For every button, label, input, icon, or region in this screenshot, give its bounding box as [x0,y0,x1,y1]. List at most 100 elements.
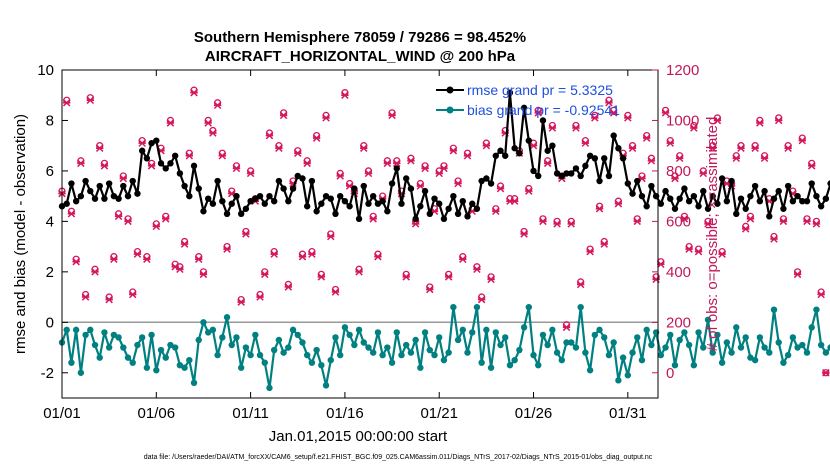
rmse-point [308,177,316,185]
bias-point [747,354,754,361]
obs-assimilated-point [402,273,410,281]
x-tick-label: 01/26 [515,405,553,422]
bias-point [728,349,735,356]
obs-assimilated-point [232,164,241,173]
bias-point [228,341,235,349]
legend: rmse grand pr = 5.3325 bias grand pr = -… [436,82,620,118]
bias-point [384,344,391,351]
bias-point [454,336,462,344]
bias-point [421,329,429,336]
rmse-point [138,147,146,154]
obs-assimilated-point [91,268,99,276]
bias-point [553,349,561,356]
bias-point [143,364,151,371]
rmse-point [157,160,165,167]
obs-assimilated-point [360,144,368,152]
y-right-tick-label: 200 [666,314,691,331]
obs-assimilated-point [298,252,307,261]
rmse-point [718,175,726,182]
rmse-point [624,180,632,187]
obs-assimilated-point [595,205,604,213]
obs-assimilated-point [548,124,557,132]
obs-assimilated-point [195,255,203,263]
bias-point [200,319,207,326]
obs-assimilated-point [444,273,453,281]
bias-point [799,341,806,349]
rmse-point [751,182,759,190]
obs-assimilated-point [454,179,462,188]
bias-point [374,329,382,336]
obs-assimilated-point [784,144,792,152]
legend-rmse-marker [446,86,454,94]
rmse-point [747,192,754,200]
rmse-point [723,198,731,205]
bias-point [237,364,245,371]
obs-assimilated-point [209,129,217,137]
bias-point [63,326,70,334]
bias-point [115,334,122,341]
bias-point [681,329,688,336]
obs-assimilated-point [534,109,542,117]
bias-point [775,339,782,346]
x-tick-label: 01/01 [43,405,81,422]
rmse-point [695,203,702,210]
bias-point [657,351,665,359]
obs-assimilated-point [553,220,561,228]
bias-point [308,359,316,366]
obs-assimilated-point [492,207,500,216]
bias-point [549,326,556,334]
bias-point [629,349,636,356]
rmse-point [487,180,495,187]
obs-assimilated-point [279,111,288,120]
obs-assimilated-point [699,169,707,178]
bias-point [82,331,89,339]
rmse-point [129,177,136,185]
obs-assimilated-point [690,124,698,132]
obs-assimilated-point [539,217,547,226]
rmse-point [143,155,151,162]
x-axis-label: Jan.01,2015 00:00:00 start [269,428,448,445]
rmse-point [756,198,764,205]
bias-point [539,331,547,339]
obs-assimilated-point [388,111,396,120]
y-left-tick-label: 10 [37,62,54,79]
bias-point [124,354,132,361]
bias-point [346,331,353,339]
bias-point [572,344,580,351]
bias-point [393,329,400,336]
obs-assimilated-point [407,157,415,165]
rmse-point [615,145,622,152]
rmse-point [558,172,566,180]
rmse-point [761,187,768,195]
bias-point [511,356,518,364]
obs-assimilated-point [449,147,458,155]
bias-point [714,331,721,339]
rmse-point [351,185,358,192]
obs-assimilated-point [680,215,689,223]
rmse-point [445,205,452,212]
bias-point [648,341,655,349]
obs-assimilated-point [242,230,250,238]
rmse-point [780,205,787,212]
legend-rmse-label: rmse grand pr = 5.3325 [467,82,613,98]
obs-assimilated-point [128,290,137,299]
rmse-point [667,195,674,202]
legend-bias-label: bias grand pr = -0.92541 [467,102,620,118]
bias-point [563,339,570,346]
rmse-point [704,205,712,212]
bias-point [643,326,650,334]
bias-point [436,334,443,341]
bias-point [365,344,372,351]
rmse-point [87,187,94,195]
bias-point [355,326,363,334]
rmse-point [591,155,599,162]
obs-assimilated-point [223,245,231,253]
obs-assimilated-point [166,119,175,127]
obs-assimilated-point [275,144,283,152]
bias-point [303,351,311,359]
bias-point [662,344,669,351]
bias-point [624,372,632,379]
bias-point [761,344,768,351]
rmse-point [827,180,830,187]
bias-point [426,346,433,354]
